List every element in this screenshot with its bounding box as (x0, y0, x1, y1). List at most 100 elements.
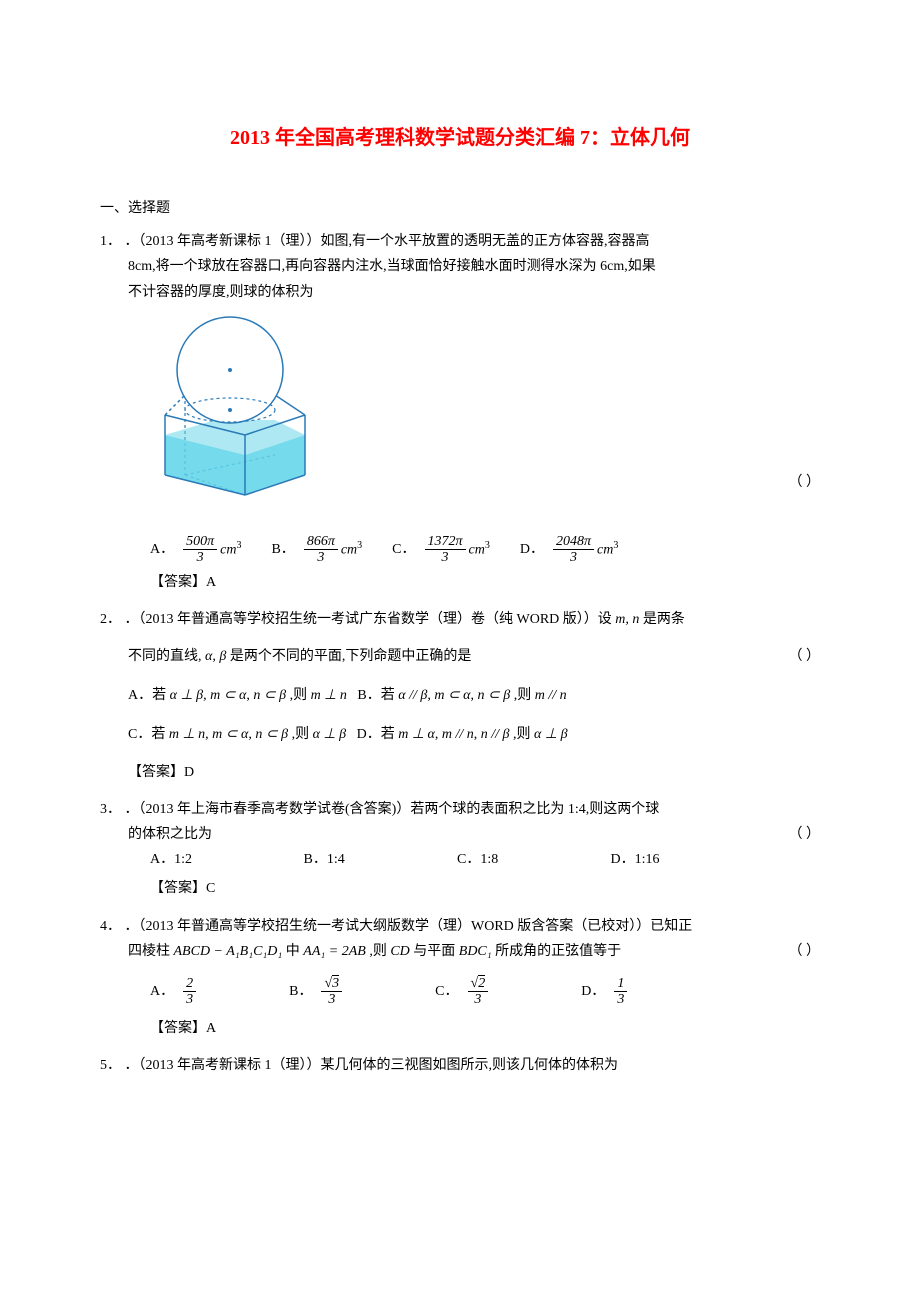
q4-line2: 四棱柱 ABCD − A₁B₁C₁D₁ 中 AA₁ = 2AB ,则 CD 与平… (100, 939, 820, 964)
q3-options: A．1:2 B．1:4 C．1:8 D．1:16 (100, 847, 820, 872)
q1-optD-unit: cm3 (597, 537, 618, 563)
q2-paren: （ ） (789, 644, 821, 669)
q4-line2d: 与平面 (413, 944, 455, 959)
q4-num: 4． (100, 919, 121, 934)
q2-optD-then: ,则 (513, 727, 531, 742)
q2-mn: m, n (615, 612, 639, 627)
q2-optC-m1: m ⊥ n (169, 727, 205, 742)
q4-optA-label: A． (150, 979, 174, 1004)
q2-optB-m3: n ⊂ β (478, 688, 511, 703)
q4-line2c: ,则 (369, 944, 387, 959)
q2-source2: 是两条 (643, 612, 685, 627)
q1-optA-den: 3 (194, 550, 207, 565)
q2-optA-m3: n ⊂ β (253, 688, 286, 703)
q2-optD-m2: m // n (442, 727, 474, 742)
q4-line2a: 四棱柱 (128, 944, 170, 959)
q5-source: ．（2013 年高考新课标 1（理））某几何体的三视图如图所示,则该几何体的体积… (125, 1058, 619, 1073)
q2-line2: 不同的直线, α, β 是两个不同的平面,下列命题中正确的是 （ ） (100, 644, 820, 669)
sphere-cube-svg (150, 315, 320, 515)
section-header: 一、选择题 (100, 196, 820, 221)
q2-line2a: 不同的直线, (128, 649, 202, 664)
q2-ab: α, β (205, 649, 226, 664)
q1-optA: A． 500π3 cm3 (150, 534, 241, 566)
q2-optC-m2: m ⊂ α (212, 727, 248, 742)
q2-optD-m1: m ⊥ α (398, 727, 435, 742)
q1-optB-num: 866π (304, 534, 338, 550)
question-5: 5． ．（2013 年高考新课标 1（理））某几何体的三视图如图所示,则该几何体… (100, 1053, 820, 1078)
q1-optB-label: B． (271, 537, 294, 562)
q4-optA: A． 23 (150, 976, 199, 1008)
q2-optB-m1: α // β (398, 688, 427, 703)
q1-line3: 不计容器的厚度,则球的体积为 (100, 280, 820, 305)
c7: , (435, 727, 439, 742)
q1-optA-unit: cm3 (220, 537, 241, 563)
q4-optA-den: 3 (183, 992, 196, 1007)
q3-optB: B．1:4 (304, 847, 454, 872)
q4-optC-num: √2 (468, 976, 489, 992)
q4-prism: ABCD − A₁B₁C₁D₁ (174, 944, 283, 959)
q4-eq: AA₁ = 2AB (303, 944, 366, 959)
q3-optC: C．1:8 (457, 847, 607, 872)
page-title: 2013 年全国高考理科数学试题分类汇编 7：立体几何 (100, 120, 820, 156)
sphere-cube-figure: （ ） (150, 315, 820, 524)
q4-optB-den: 3 (325, 992, 338, 1007)
q5-num: 5． (100, 1058, 121, 1073)
q3-line2-text: 的体积之比为 (128, 827, 212, 842)
q3-answer: 【答案】C (100, 876, 820, 901)
q2-optsAB: A．若 α ⊥ β, m ⊂ α, n ⊂ β ,则 m ⊥ n B．若 α /… (100, 683, 820, 708)
c6: , (248, 727, 252, 742)
q1-optC-den: 3 (439, 550, 452, 565)
question-3: 3． ．（2013 年上海市春季高考数学试卷(含答案)）若两个球的表面积之比为 … (100, 797, 820, 902)
q1-optC: C． 1372π3 cm3 (392, 534, 490, 566)
q2-optB-then: ,则 (514, 688, 532, 703)
q4-source: ．（2013 年普通高等学校招生统一考试大纲版数学（理）WORD 版含答案（已校… (125, 919, 693, 934)
q1-optD-label: D． (520, 537, 544, 562)
q4-optD-num: 1 (614, 976, 627, 992)
q2-optB: B．若 (357, 688, 394, 703)
q3-optD: D．1:16 (611, 847, 761, 872)
question-2: 2． ．（2013 年普通高等学校招生统一考试广东省数学（理）卷（纯 WORD … (100, 607, 820, 785)
q4-optC-label: C． (435, 979, 458, 1004)
q4-answer: 【答案】A (100, 1016, 820, 1041)
q2-optA-m2: m ⊂ α (210, 688, 246, 703)
q1-line2: 8cm,将一个球放在容器口,再向容器内注水,当球面恰好接触水面时测得水深为 6c… (100, 254, 820, 279)
q2-num: 2． (100, 612, 121, 627)
question-1: 1． ．（2013 年高考新课标 1（理））如图,有一个水平放置的透明无盖的正方… (100, 229, 820, 595)
q1-source: ．（2013 年高考新课标 1（理））如图,有一个水平放置的透明无盖的正方体容器… (125, 234, 650, 249)
q2-optC-m3: n ⊂ β (255, 727, 288, 742)
q2-optsCD: C．若 m ⊥ n, m ⊂ α, n ⊂ β ,则 α ⊥ β D．若 m ⊥… (100, 722, 820, 747)
q2-optD-m4: α ⊥ β (534, 727, 568, 742)
q4-optB: B． √33 (289, 976, 345, 1008)
q2-source: ．（2013 年普通高等学校招生统一考试广东省数学（理）卷（纯 WORD 版））… (125, 612, 612, 627)
q1-options: A． 500π3 cm3 B． 866π3 cm3 C． 1372π3 cm3 … (100, 534, 820, 566)
c4: , (471, 688, 475, 703)
q1-optD: D． 2048π3 cm3 (520, 534, 618, 566)
q1-num: 1． (100, 234, 121, 249)
q1-paren: （ ） (789, 470, 821, 495)
q4-optB-num: √3 (321, 976, 342, 992)
q1-optC-unit: cm3 (469, 537, 490, 563)
q2-line2b: 是两个不同的平面,下列命题中正确的是 (230, 649, 472, 664)
q4-optC: C． √23 (435, 976, 491, 1008)
q2-optD: D．若 (357, 727, 395, 742)
q2-optB-m2: m ⊂ α (434, 688, 470, 703)
q3-source: ．（2013 年上海市春季高考数学试卷(含答案)）若两个球的表面积之比为 1:4… (125, 802, 660, 817)
q4-optA-num: 2 (183, 976, 196, 992)
q1-optA-label: A． (150, 537, 174, 562)
q4-cd: CD (390, 944, 409, 959)
q2-optC: C．若 (128, 727, 165, 742)
q2-optA: A．若 (128, 688, 166, 703)
q3-paren: （ ） (789, 822, 821, 847)
q4-optD-den: 3 (614, 992, 627, 1007)
q2-optA-then: ,则 (290, 688, 308, 703)
q2-optC-m4: α ⊥ β (313, 727, 347, 742)
q1-optC-num: 1372π (425, 534, 466, 550)
q1-answer: 【答案】A (100, 570, 820, 595)
q4-line2b: 中 (286, 944, 300, 959)
q4-optD: D． 13 (581, 976, 630, 1008)
c1: , (203, 688, 207, 703)
q1-optC-label: C． (392, 537, 415, 562)
c8: , (474, 727, 478, 742)
q1-optD-den: 3 (567, 550, 580, 565)
q4-line2e: 所成角的正弦值等于 (495, 944, 621, 959)
